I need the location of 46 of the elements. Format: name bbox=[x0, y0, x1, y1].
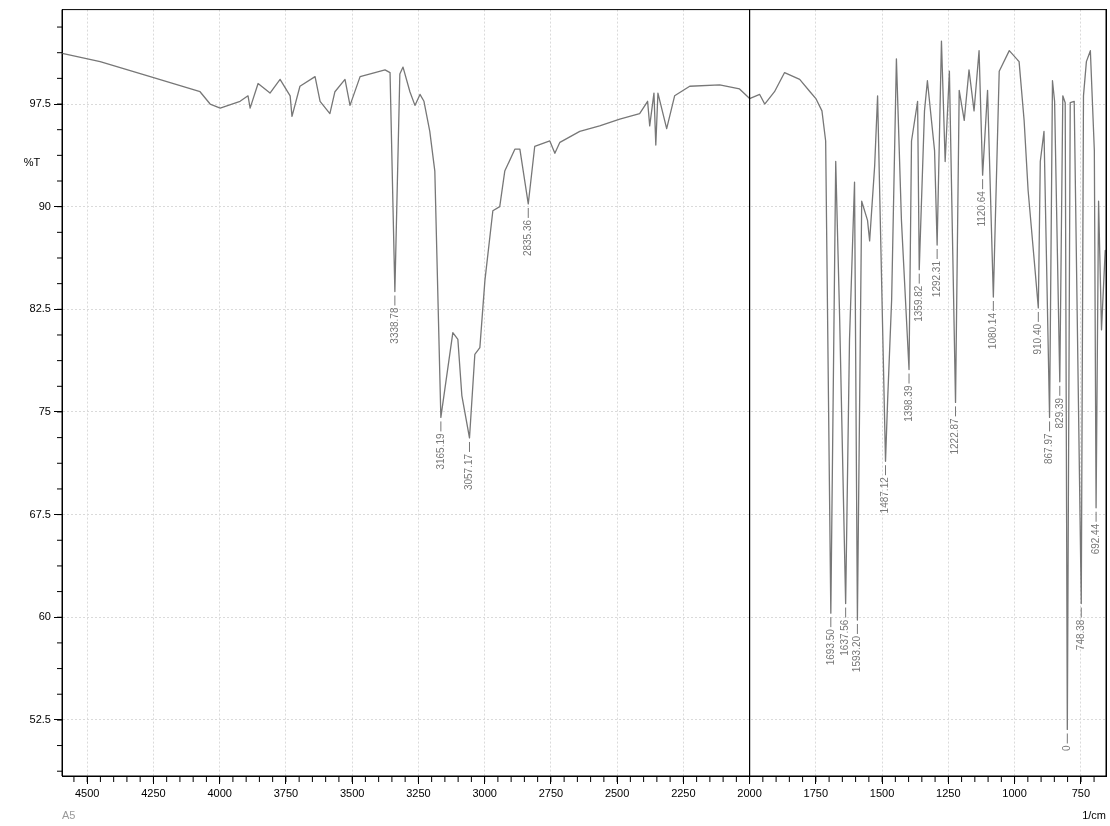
annotation: 0 bbox=[1061, 745, 1073, 752]
annotation: 3057.17 bbox=[463, 453, 475, 491]
x-tick-label: 3250 bbox=[406, 786, 431, 799]
annotation: 2835.36 bbox=[522, 219, 534, 257]
annotation: 1593.20 bbox=[851, 635, 863, 673]
x-tick-label: 2000 bbox=[737, 786, 762, 799]
x-tick-label: 3000 bbox=[472, 786, 497, 799]
annotation: 1398.39 bbox=[902, 385, 914, 422]
text: A5 bbox=[62, 808, 76, 821]
x-tick-label: 1500 bbox=[869, 786, 895, 799]
y-tick-label: 90 bbox=[38, 199, 51, 212]
annotation: 3338.78 bbox=[388, 307, 400, 344]
y-axis-title: %T bbox=[23, 155, 41, 168]
annotation: 1487.12 bbox=[879, 476, 891, 514]
x-tick-label: 4500 bbox=[74, 786, 100, 799]
x-tick-label: 3500 bbox=[339, 786, 365, 799]
x-tick-label: 4000 bbox=[207, 786, 232, 799]
x-tick-label: 2250 bbox=[671, 786, 696, 799]
x-tick-label: 2750 bbox=[538, 786, 564, 799]
y-tick-label: 97.5 bbox=[29, 97, 51, 110]
annotation: 3165.19 bbox=[434, 433, 446, 470]
y-tick-label: 60 bbox=[38, 610, 51, 623]
annotation: 1637.56 bbox=[839, 619, 851, 656]
annotation: 692.44 bbox=[1089, 523, 1101, 555]
x-tick-label: 1000 bbox=[1002, 786, 1027, 799]
y-tick-label: 67.5 bbox=[29, 507, 51, 520]
y-tick-label: 75 bbox=[38, 404, 51, 417]
y-tick-label: 52.5 bbox=[29, 712, 51, 725]
annotation: 1359.82 bbox=[912, 285, 924, 322]
x-tick-label: 4250 bbox=[141, 786, 166, 799]
annotation: 1693.50 bbox=[824, 628, 836, 666]
annotation: 829.39 bbox=[1053, 397, 1065, 429]
x-axis-title: 1/cm bbox=[1082, 808, 1106, 821]
annotation: 1080.14 bbox=[987, 312, 999, 350]
x-tick-label: 3750 bbox=[273, 786, 299, 799]
annotation: 748.38 bbox=[1075, 619, 1087, 651]
x-tick-label: 750 bbox=[1071, 786, 1091, 799]
x-tick-label: 2500 bbox=[604, 786, 630, 799]
x-tick-label: 1750 bbox=[803, 786, 829, 799]
annotation: 1222.87 bbox=[949, 417, 961, 455]
y-tick-label: 82.5 bbox=[29, 302, 51, 315]
x-tick-label: 1250 bbox=[936, 786, 961, 799]
annotation: 1120.64 bbox=[976, 190, 988, 227]
annotation: 1292.31 bbox=[930, 260, 942, 298]
annotation: 910.40 bbox=[1032, 323, 1044, 355]
annotation: 867.97 bbox=[1043, 433, 1055, 465]
